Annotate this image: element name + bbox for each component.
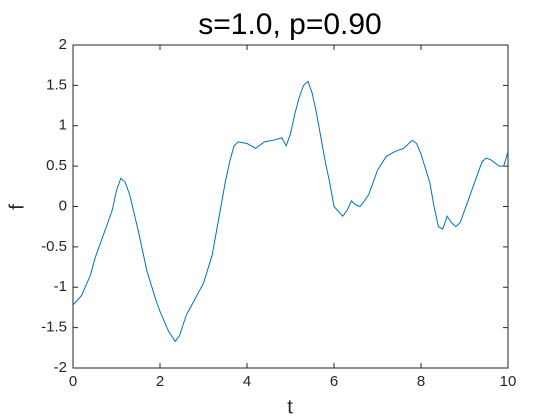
y-axis-label: f bbox=[6, 204, 28, 210]
y-tick-label: -1.5 bbox=[41, 319, 67, 336]
x-tick-label: 0 bbox=[69, 373, 77, 390]
chart-title: s=1.0, p=0.90 bbox=[198, 8, 382, 41]
x-tick-label: 10 bbox=[500, 373, 517, 390]
y-tick-label: -1 bbox=[54, 278, 67, 295]
y-tick-label: -0.5 bbox=[41, 238, 67, 255]
y-tick-label: 1.5 bbox=[46, 76, 67, 93]
x-tick-label: 4 bbox=[243, 373, 251, 390]
y-tick-label: 2 bbox=[59, 36, 67, 53]
y-tick-label: 0.5 bbox=[46, 157, 67, 174]
y-tick-label: 0 bbox=[59, 197, 67, 214]
data-line bbox=[72, 80, 509, 343]
x-tick-label: 2 bbox=[156, 373, 164, 390]
x-tick-label: 6 bbox=[330, 373, 338, 390]
y-tick-label: 1 bbox=[59, 117, 67, 134]
y-tick-label: -2 bbox=[54, 359, 67, 376]
x-axis-label: t bbox=[287, 396, 293, 418]
x-tick-label: 8 bbox=[417, 373, 425, 390]
plot-frame bbox=[72, 44, 509, 369]
